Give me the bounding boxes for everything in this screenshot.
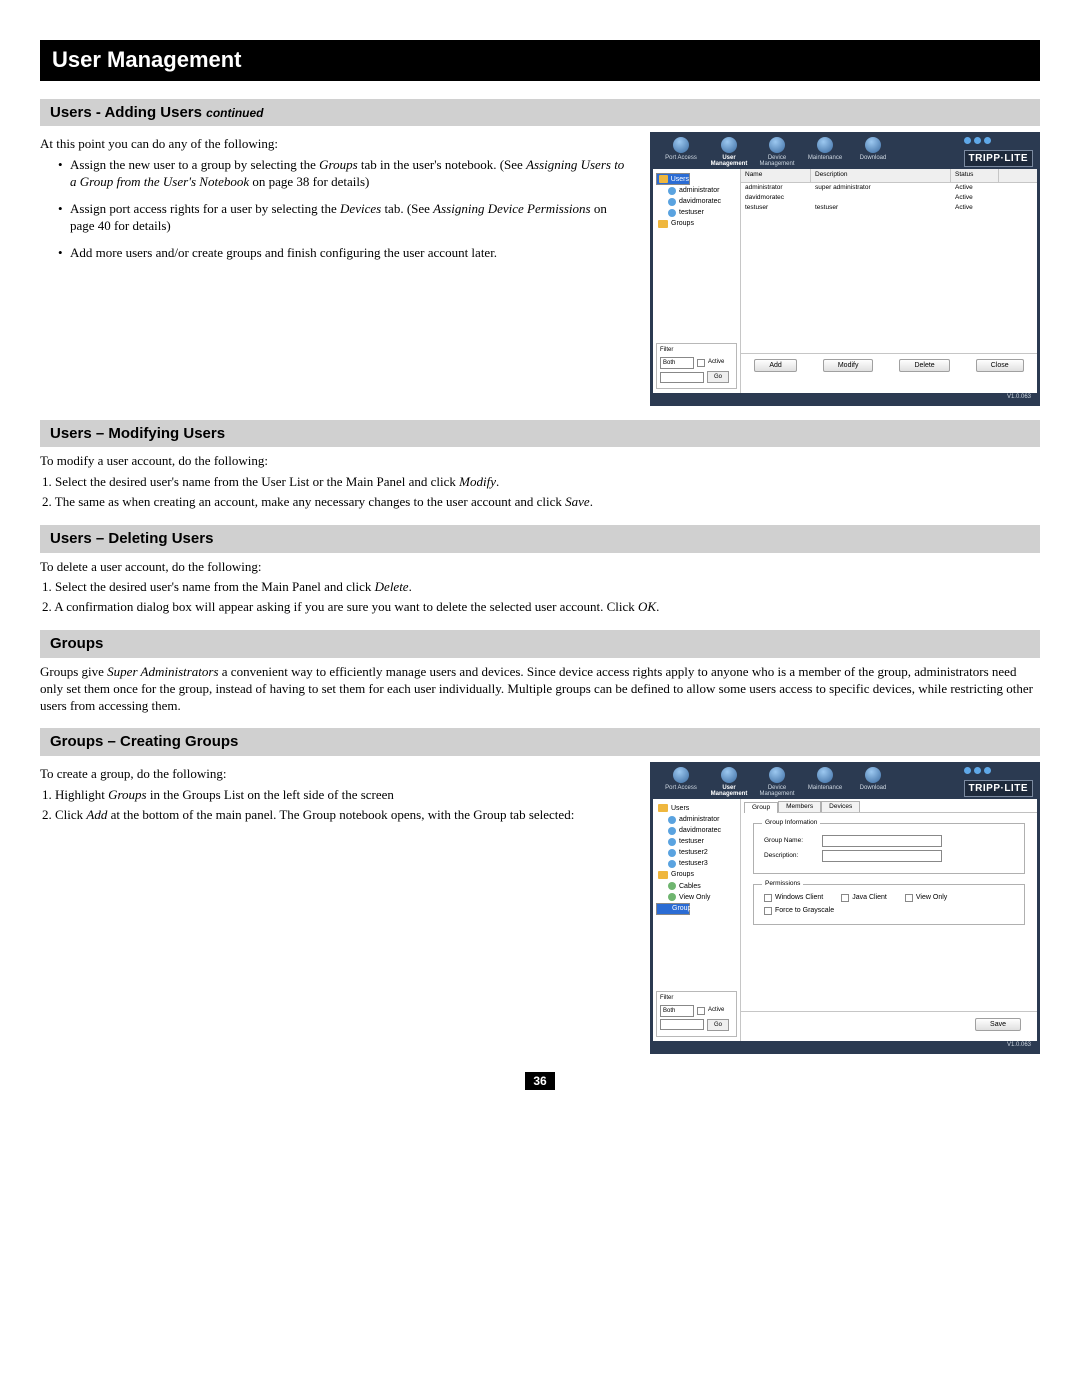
perm-grayscale-checkbox[interactable] bbox=[764, 907, 772, 915]
nav-tab[interactable]: Download bbox=[849, 137, 897, 167]
perm-windows-checkbox[interactable] bbox=[764, 894, 772, 902]
section-deleting-users: Users – Deleting Users bbox=[40, 525, 1040, 553]
version-footer: V1.0.063 bbox=[653, 393, 1037, 403]
nav-tab[interactable]: Download bbox=[849, 767, 897, 797]
brand-logo: TRIPP·LITE bbox=[964, 780, 1033, 797]
tree-item[interactable]: testuser2 bbox=[656, 847, 737, 858]
tree-item[interactable]: administrator bbox=[656, 185, 737, 196]
tree-item[interactable]: testuser3 bbox=[656, 858, 737, 869]
modifying-step-2: 2. The same as when creating an account,… bbox=[42, 494, 1040, 511]
creating-intro: To create a group, do the following: bbox=[40, 766, 632, 783]
filter-go-button[interactable]: Go bbox=[707, 371, 729, 383]
adding-bullet-1: Assign the new user to a group by select… bbox=[58, 157, 632, 191]
deleting-step-1: 1. Select the desired user's name from t… bbox=[42, 579, 1040, 596]
page-number: 36 bbox=[40, 1072, 1040, 1091]
adding-bullet-2: Assign port access rights for a user by … bbox=[58, 201, 632, 235]
adding-bullet-3: Add more users and/or create groups and … bbox=[58, 245, 632, 262]
group-name-input[interactable] bbox=[822, 835, 942, 847]
nav-tab[interactable]: User Management bbox=[705, 137, 753, 167]
save-button[interactable]: Save bbox=[975, 1018, 1021, 1031]
tree-item[interactable]: Users bbox=[656, 803, 737, 814]
adding-intro: At this point you can do any of the foll… bbox=[40, 136, 632, 153]
filter-panel: Filter Both Active Go bbox=[656, 343, 737, 389]
tree-item[interactable]: Cables bbox=[656, 881, 737, 892]
tree-item[interactable]: davidmoratec bbox=[656, 196, 737, 207]
tree-item[interactable]: davidmoratec bbox=[656, 825, 737, 836]
section-groups: Groups bbox=[40, 630, 1040, 658]
creating-step-1: 1. Highlight Groups in the Groups List o… bbox=[42, 787, 632, 804]
tree-item[interactable]: View Only bbox=[656, 892, 737, 903]
deleting-intro: To delete a user account, do the followi… bbox=[40, 559, 1040, 576]
tab-members[interactable]: Members bbox=[778, 801, 821, 812]
user-list-header: Name Description Status bbox=[741, 169, 1037, 182]
version-footer: V1.0.063 bbox=[653, 1041, 1037, 1051]
group-information-fieldset: Group Information Group Name: Descriptio… bbox=[753, 823, 1025, 874]
close-button[interactable]: Close bbox=[976, 359, 1024, 372]
delete-button[interactable]: Delete bbox=[899, 359, 949, 372]
nav-tab[interactable]: Maintenance bbox=[801, 137, 849, 167]
tree-item[interactable]: Groups bbox=[656, 903, 690, 915]
creating-step-2: 2. Click Add at the bottom of the main p… bbox=[42, 807, 632, 824]
tab-devices[interactable]: Devices bbox=[821, 801, 860, 812]
tree-item[interactable]: testuser bbox=[656, 836, 737, 847]
filter-go-button[interactable]: Go bbox=[707, 1019, 729, 1031]
filter-text-input[interactable] bbox=[660, 1019, 704, 1030]
groups-paragraph: Groups give Super Administrators a conve… bbox=[40, 664, 1040, 715]
filter-panel: Filter Both Active Go bbox=[656, 991, 737, 1037]
tree-item[interactable]: testuser bbox=[656, 207, 737, 218]
tree-item[interactable]: Users bbox=[656, 173, 690, 185]
screenshot-group-notebook: Port AccessUser ManagementDevice Managem… bbox=[650, 762, 1040, 1054]
screenshot-user-list: Port AccessUser ManagementDevice Managem… bbox=[650, 132, 1040, 406]
brand-logo: TRIPP·LITE bbox=[964, 150, 1033, 167]
table-row[interactable]: davidmoratecActive bbox=[741, 193, 1037, 203]
filter-select[interactable]: Both bbox=[660, 357, 694, 369]
table-row[interactable]: testusertestuserActive bbox=[741, 203, 1037, 213]
add-button[interactable]: Add bbox=[754, 359, 796, 372]
tree-item[interactable]: administrator bbox=[656, 814, 737, 825]
modify-button[interactable]: Modify bbox=[823, 359, 874, 372]
nav-tab[interactable]: Port Access bbox=[657, 137, 705, 167]
nav-tab[interactable]: Device Management bbox=[753, 767, 801, 797]
group-description-input[interactable] bbox=[822, 850, 942, 862]
modifying-intro: To modify a user account, do the followi… bbox=[40, 453, 1040, 470]
perm-viewonly-checkbox[interactable] bbox=[905, 894, 913, 902]
nav-tab[interactable]: Port Access bbox=[657, 767, 705, 797]
nav-tab[interactable]: User Management bbox=[705, 767, 753, 797]
filter-select[interactable]: Both bbox=[660, 1005, 694, 1017]
page-title: User Management bbox=[40, 40, 1040, 81]
filter-active-checkbox[interactable] bbox=[697, 359, 705, 367]
nav-tab[interactable]: Device Management bbox=[753, 137, 801, 167]
deleting-step-2: 2. A confirmation dialog box will appear… bbox=[42, 599, 1040, 616]
permissions-fieldset: Permissions Windows Client Java Client V… bbox=[753, 884, 1025, 924]
table-row[interactable]: administratorsuper administratorActive bbox=[741, 183, 1037, 193]
modifying-step-1: 1. Select the desired user's name from t… bbox=[42, 474, 1040, 491]
section-adding-title: Users - Adding Users bbox=[50, 104, 202, 121]
filter-text-input[interactable] bbox=[660, 372, 704, 383]
filter-active-checkbox[interactable] bbox=[697, 1007, 705, 1015]
section-adding-users: Users - Adding Users continued bbox=[40, 99, 1040, 127]
tree-item[interactable]: Groups bbox=[656, 869, 737, 880]
tab-group[interactable]: Group bbox=[744, 802, 778, 813]
section-modifying-users: Users – Modifying Users bbox=[40, 420, 1040, 448]
nav-tab[interactable]: Maintenance bbox=[801, 767, 849, 797]
section-adding-continued: continued bbox=[206, 106, 263, 120]
tree-item[interactable]: Groups bbox=[656, 218, 737, 229]
perm-java-checkbox[interactable] bbox=[841, 894, 849, 902]
section-creating-groups: Groups – Creating Groups bbox=[40, 728, 1040, 756]
